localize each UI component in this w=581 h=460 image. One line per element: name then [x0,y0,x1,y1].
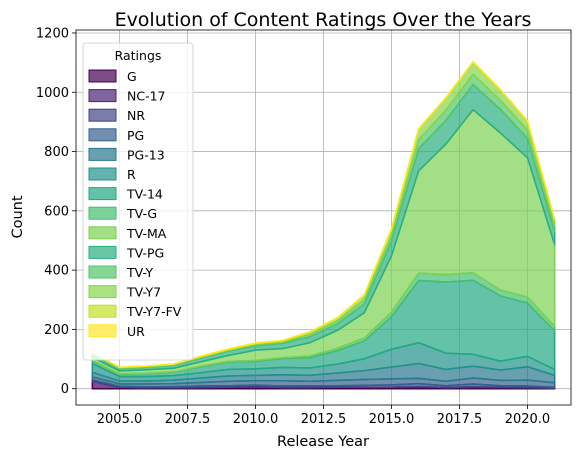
legend-label: PG-13 [127,147,165,162]
legend-label: TV-Y [126,265,153,280]
legend-item: R [88,167,136,182]
legend-title: Ratings [115,48,162,63]
x-axis-title: Release Year [277,434,369,450]
legend-label: R [127,167,136,182]
y-tick-label: 800 [44,145,69,160]
legend-swatch [88,147,117,161]
legend-label: TV-14 [126,187,163,202]
legend-swatch [88,167,117,181]
legend-item: TV-Y7 [88,285,161,300]
legend-label: PG [127,128,144,143]
legend-swatch [88,226,117,240]
legend-item: NR [88,108,145,123]
legend-item: TV-MA [88,226,167,241]
legend-swatch [88,304,117,318]
x-tick-label: 2012.5 [301,412,347,427]
legend-item: TV-G [88,206,157,221]
legend: Ratings G NC-17 NR PG PG-13 R TV-14 TV-G TV-MA TV… [82,42,194,361]
y-tick-label: 600 [44,204,69,219]
x-tick-label: 2015.0 [369,412,415,427]
legend-label: G [127,69,137,84]
x-axis-ticks: 2005.0 2007.5 2010.0 2012.5 2015.0 2017.5 2020… [97,405,550,427]
x-tick-label: 2010.0 [233,412,279,427]
legend-label: UR [127,324,145,339]
y-tick-label: 0 [61,382,69,397]
legend-swatch [88,265,117,279]
legend-label: TV-MA [126,226,167,241]
y-tick-label: 1200 [36,26,69,41]
legend-swatch [88,108,117,122]
legend-label: NC-17 [127,89,166,104]
y-tick-label: 400 [44,264,69,279]
legend-swatch [88,324,117,338]
legend-swatch [88,206,117,220]
legend-swatch [88,245,117,259]
legend-item: TV-Y [88,265,153,280]
legend-item: TV-14 [88,187,163,202]
legend-items: G NC-17 NR PG PG-13 R TV-14 TV-G TV-MA TV-PG TV-Y T… [88,69,182,339]
legend-label: TV-G [126,206,157,221]
legend-item: NC-17 [88,89,166,104]
area-ur [91,60,556,369]
legend-label: TV-PG [126,245,164,260]
chart-title: Evolution of Content Ratings Over the Ye… [115,9,532,31]
legend-swatch [88,89,117,103]
legend-item: TV-Y7-FV [88,304,182,319]
legend-item: PG [88,128,144,143]
x-tick-label: 2005.0 [97,412,143,427]
legend-swatch [88,69,117,83]
legend-item: UR [88,324,145,339]
y-axis-title: Count [10,195,26,238]
legend-swatch [88,285,117,299]
legend-label: TV-Y7-FV [126,304,182,319]
y-tick-label: 200 [44,323,69,338]
x-tick-label: 2007.5 [165,412,211,427]
legend-swatch [88,128,117,142]
legend-swatch [88,187,117,201]
x-tick-label: 2017.5 [437,412,483,427]
legend-item: G [88,69,137,84]
stacked-areas [91,60,556,390]
x-tick-label: 2020.0 [505,412,551,427]
legend-label: NR [127,108,145,123]
legend-label: TV-Y7 [126,285,161,300]
legend-item: PG-13 [88,147,165,162]
legend-frame [82,42,194,361]
y-axis-ticks: 0 200 400 600 800 1000 1200 [36,26,76,397]
legend-item: TV-PG [88,245,164,260]
y-tick-label: 1000 [36,86,69,101]
